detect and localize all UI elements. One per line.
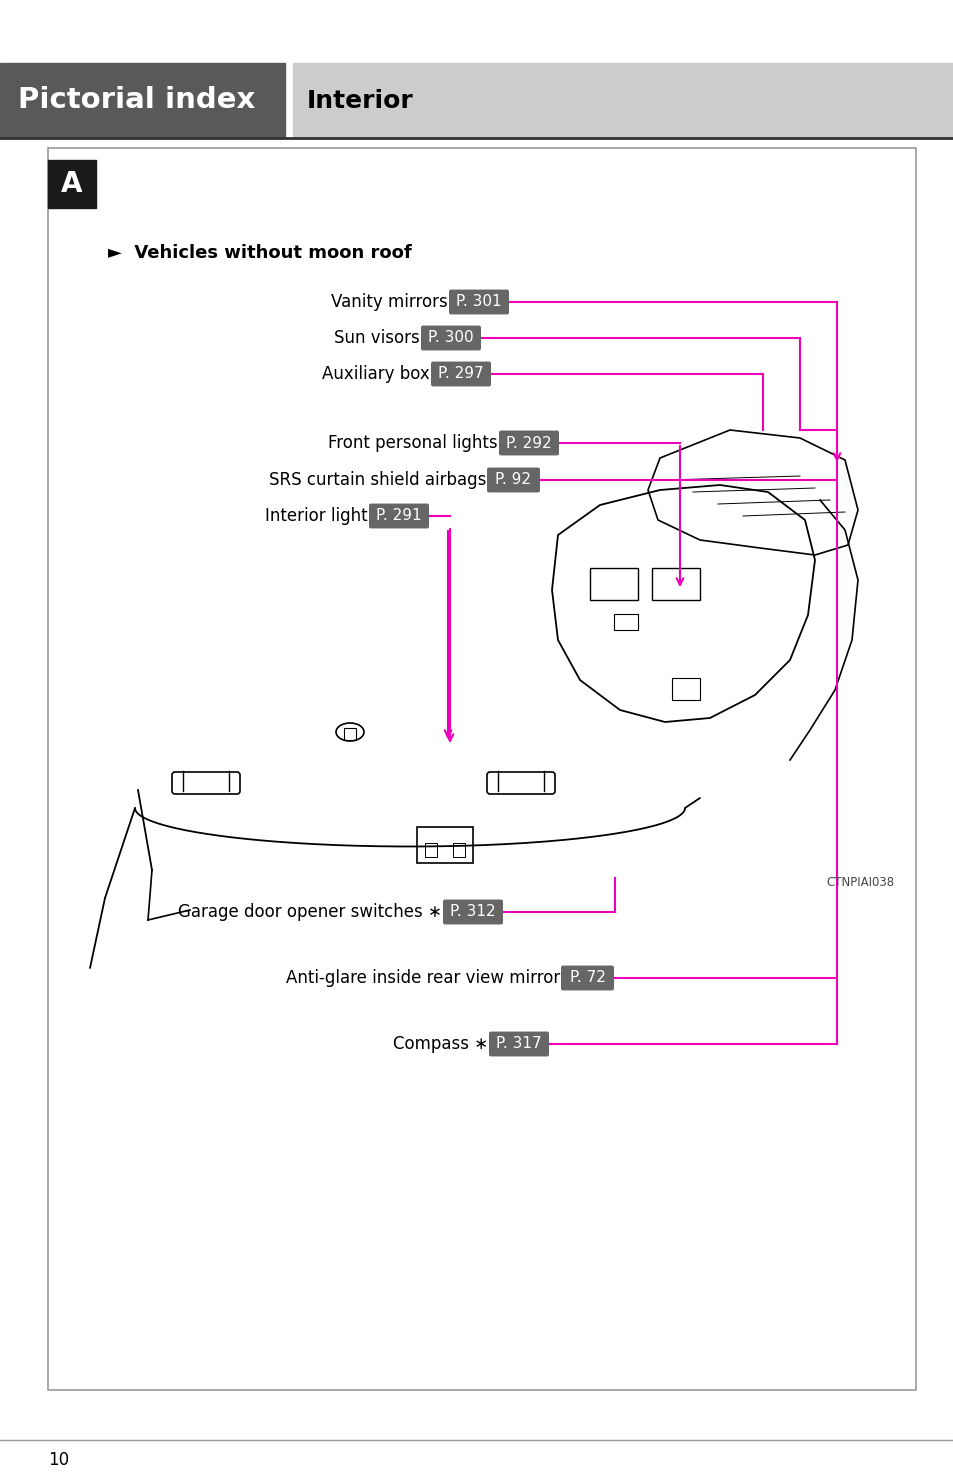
Text: P. 301: P. 301 [456,295,501,310]
Text: Compass ∗: Compass ∗ [393,1035,488,1053]
FancyBboxPatch shape [560,966,614,990]
Text: Front personal lights: Front personal lights [328,434,497,451]
Bar [614,614,638,630]
Text: SRS curtain shield airbags: SRS curtain shield airbags [269,471,485,490]
Text: Sun visors: Sun visors [334,329,419,347]
Text: CTNPIAI038: CTNPIAI038 [825,876,893,888]
Bar [589,568,638,600]
Text: P. 92: P. 92 [495,472,531,488]
Text: P. 292: P. 292 [506,435,551,450]
Text: Pictorial index: Pictorial index [18,87,255,115]
Bar [344,729,355,740]
Bar [453,844,464,857]
Bar [671,678,700,701]
FancyBboxPatch shape [369,503,429,528]
Bar [416,827,473,863]
Text: Vanity mirrors: Vanity mirrors [331,294,448,311]
Text: ►  Vehicles without moon roof: ► Vehicles without moon roof [108,243,412,263]
FancyBboxPatch shape [420,326,480,351]
Text: P. 297: P. 297 [437,366,483,382]
Text: Interior: Interior [307,88,414,112]
Bar [293,63,953,139]
Text: P. 291: P. 291 [375,509,421,524]
Text: Garage door opener switches ∗: Garage door opener switches ∗ [178,903,441,920]
FancyBboxPatch shape [442,900,502,925]
Text: Anti-glare inside rear view mirror: Anti-glare inside rear view mirror [286,969,559,987]
FancyBboxPatch shape [449,289,509,314]
Text: P. 317: P. 317 [496,1037,541,1052]
Bar [48,159,96,208]
FancyBboxPatch shape [498,431,558,456]
Text: A: A [61,170,83,198]
Bar [651,568,700,600]
Text: Interior light: Interior light [265,507,368,525]
Text: P. 72: P. 72 [569,971,605,985]
FancyBboxPatch shape [486,468,539,493]
Text: P. 312: P. 312 [450,904,496,919]
Text: P. 300: P. 300 [428,330,474,345]
FancyBboxPatch shape [489,1031,548,1056]
Bar [424,844,436,857]
Text: Auxiliary box: Auxiliary box [322,364,430,384]
Bar [48,148,915,1389]
Bar [0,63,285,139]
Text: 10: 10 [48,1451,69,1469]
FancyBboxPatch shape [431,361,491,386]
